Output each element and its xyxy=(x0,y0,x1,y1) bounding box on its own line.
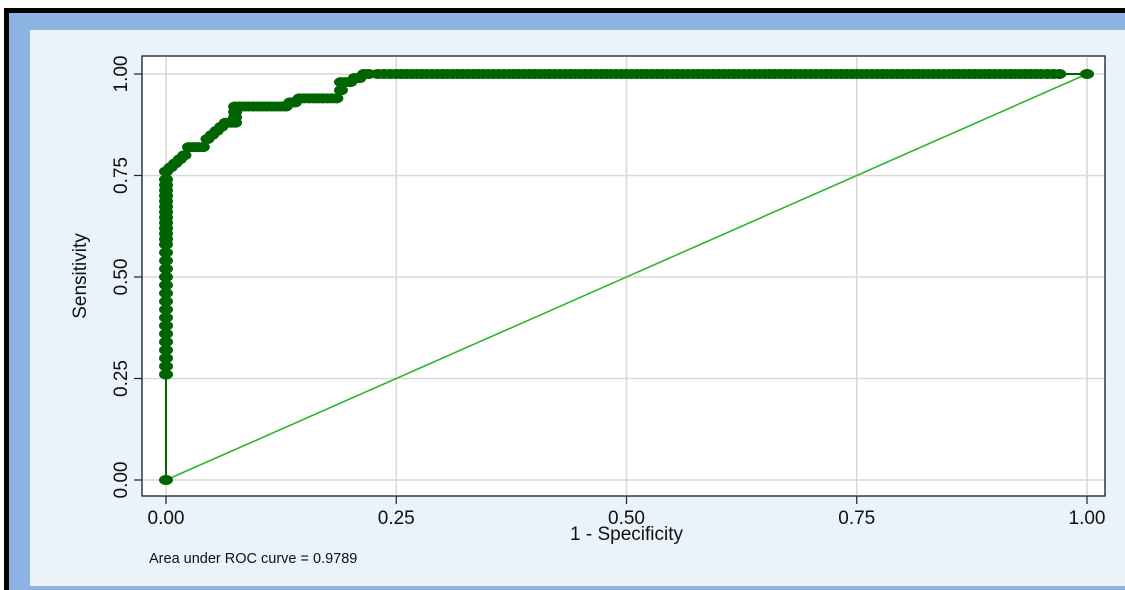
x-tick-label: 0.50 xyxy=(608,508,645,529)
roc-point xyxy=(159,312,173,323)
roc-point xyxy=(1052,69,1067,79)
y-tick-label: 0.25 xyxy=(111,360,132,397)
x-tick-label: 1.00 xyxy=(1069,508,1106,529)
figure-frame: 0.00 0.25 0.50 0.75 1.00 0.00 0.25 0.50 0.75 1.00… xyxy=(4,8,1125,590)
roc-point xyxy=(159,361,173,372)
y-tick-label: 1.00 xyxy=(111,56,132,93)
y-tick-label: 0.00 xyxy=(111,462,132,499)
plot-border xyxy=(141,55,1106,497)
y-tick-label: 0.50 xyxy=(111,259,132,296)
axes: 0.00 0.25 0.50 0.75 1.00 0.00 0.25 0.50 0.75 1.00 xyxy=(111,55,1106,529)
roc-point xyxy=(159,272,173,282)
roc-point xyxy=(159,320,173,331)
auc-annotation: Area under ROC curve = 0.9789 xyxy=(149,551,357,567)
y-axis-title: Sensitivity xyxy=(70,233,91,319)
roc-point xyxy=(195,142,210,153)
x-tick-label: 0.75 xyxy=(838,508,875,529)
x-axis-title: 1 - Specificity xyxy=(570,524,683,545)
x-tick-label: 0.00 xyxy=(148,508,185,529)
roc-point xyxy=(159,336,173,347)
roc-point xyxy=(329,93,344,104)
roc-point xyxy=(159,263,173,274)
roc-point xyxy=(159,353,173,364)
roc-point xyxy=(159,304,173,315)
plot-area xyxy=(141,55,1106,497)
figure-panel: 0.00 0.25 0.50 0.75 1.00 0.00 0.25 0.50 0.75 1.00… xyxy=(30,30,1125,586)
roc-point xyxy=(1080,69,1094,79)
chart-marks xyxy=(159,69,1094,485)
roc-point xyxy=(159,475,173,485)
roc-chart: 0.00 0.25 0.50 0.75 1.00 0.00 0.25 0.50 0.75 1.00… xyxy=(70,55,1106,567)
roc-point xyxy=(159,328,173,339)
roc-point xyxy=(177,150,192,161)
y-tick-label: 0.75 xyxy=(111,157,132,194)
roc-point xyxy=(159,296,173,307)
roc-point xyxy=(159,280,173,291)
roc-point xyxy=(159,288,173,299)
x-tick-label: 0.25 xyxy=(378,508,415,529)
roc-point xyxy=(159,345,173,356)
roc-points xyxy=(159,69,1094,485)
roc-point xyxy=(159,247,173,258)
roc-point xyxy=(159,369,173,380)
roc-point xyxy=(333,85,348,96)
reference-line xyxy=(165,73,1088,481)
roc-point xyxy=(159,174,173,185)
roc-point xyxy=(159,255,173,266)
